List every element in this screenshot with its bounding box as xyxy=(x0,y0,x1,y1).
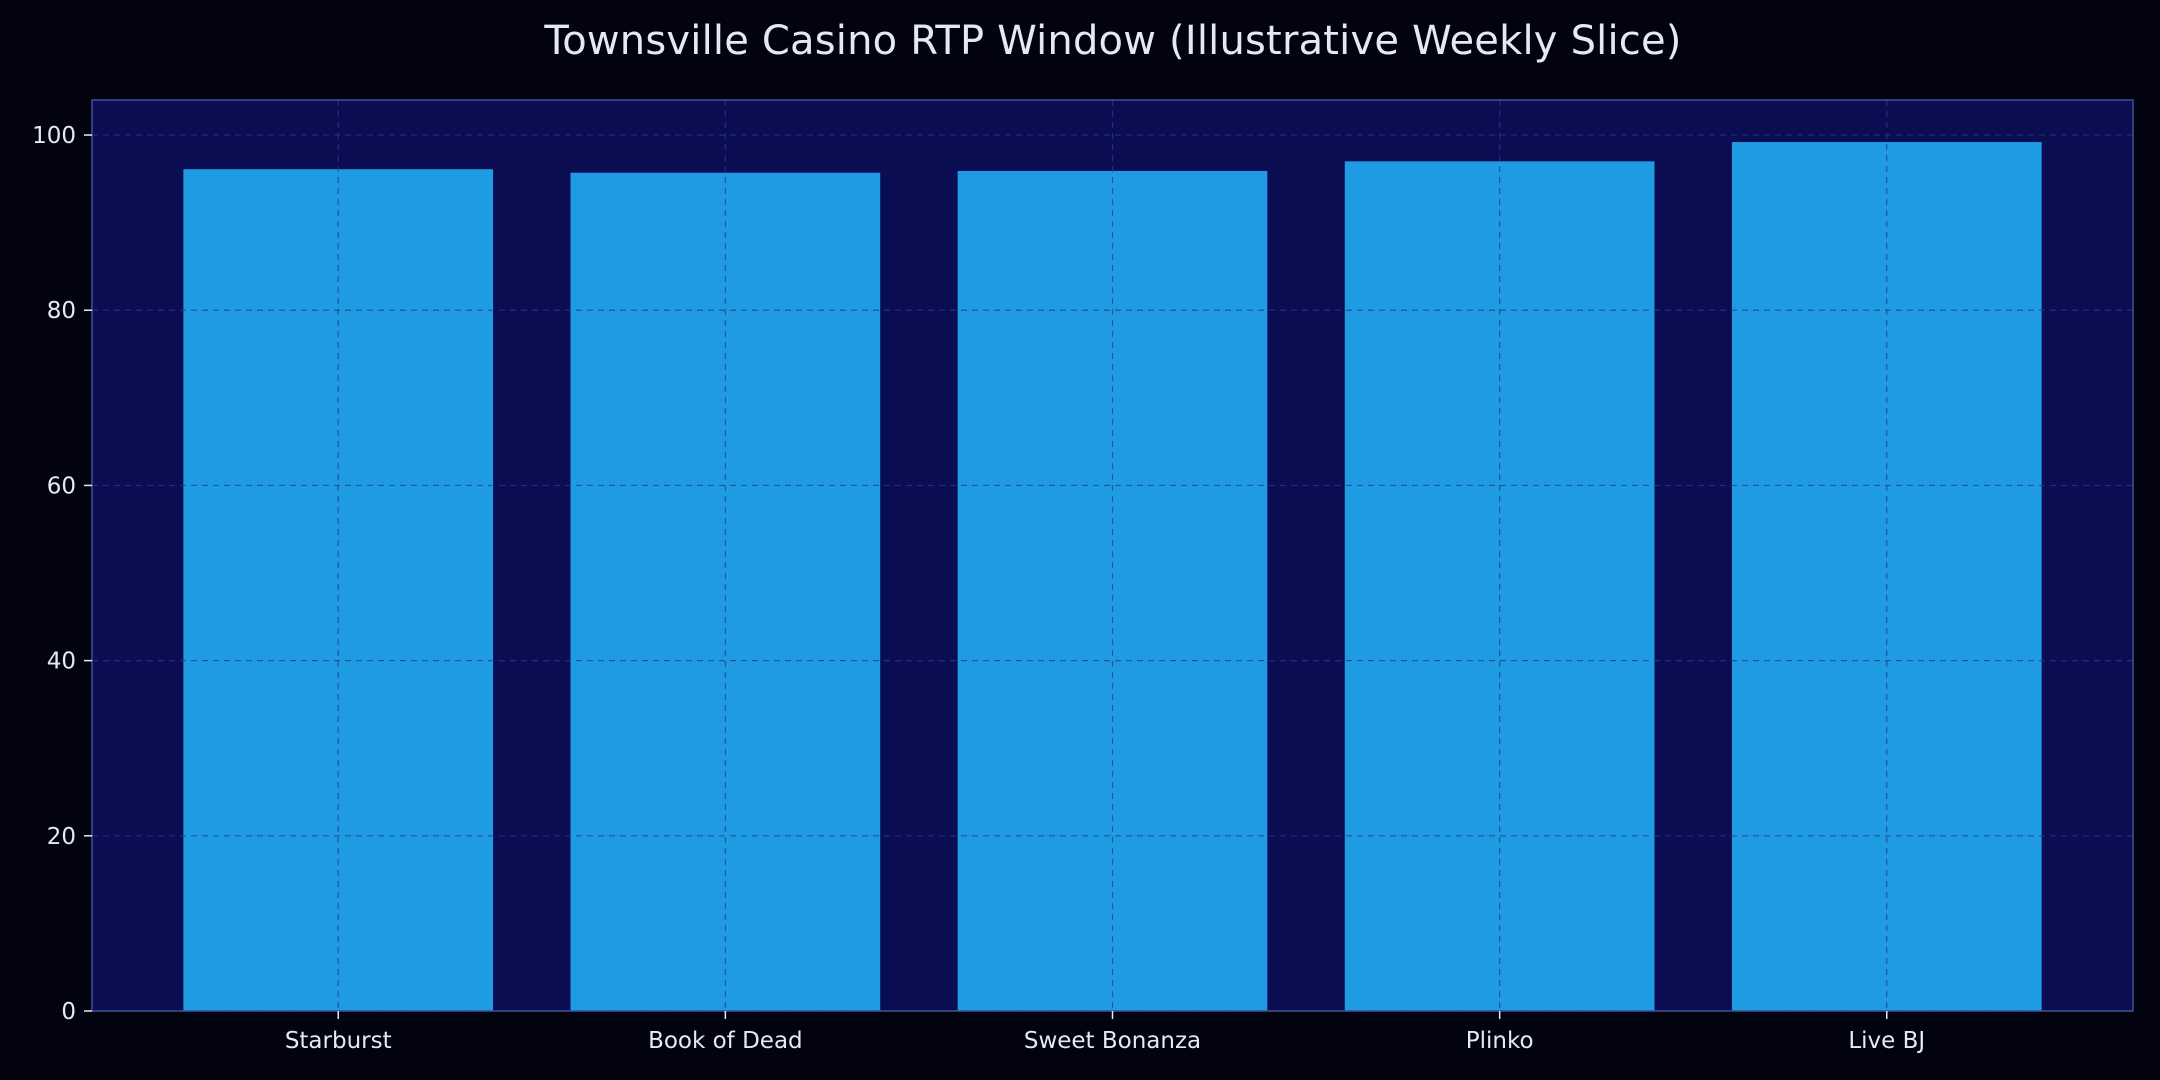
y-tick-label: 80 xyxy=(47,298,76,324)
x-tick-label: Sweet Bonanza xyxy=(1024,1028,1201,1054)
y-tick-label: 40 xyxy=(47,649,76,675)
chart-title: Townsville Casino RTP Window (Illustrati… xyxy=(544,18,1682,64)
x-tick-label: Book of Dead xyxy=(648,1028,803,1054)
y-tick-label: 20 xyxy=(47,824,76,850)
y-tick-label: 60 xyxy=(47,473,76,499)
x-tick-label: Starburst xyxy=(285,1028,392,1054)
x-tick-label: Plinko xyxy=(1466,1028,1534,1054)
x-axis: Starburst Book of Dead Sweet Bonanza Plinko… xyxy=(285,1011,1925,1054)
y-axis: 0 20 40 60 80 100 xyxy=(32,123,92,1025)
y-tick-label: 0 xyxy=(61,999,76,1025)
x-tick-label: Live BJ xyxy=(1848,1028,1925,1054)
grid-layer xyxy=(92,100,2133,1012)
y-tick-label: 100 xyxy=(32,123,76,149)
